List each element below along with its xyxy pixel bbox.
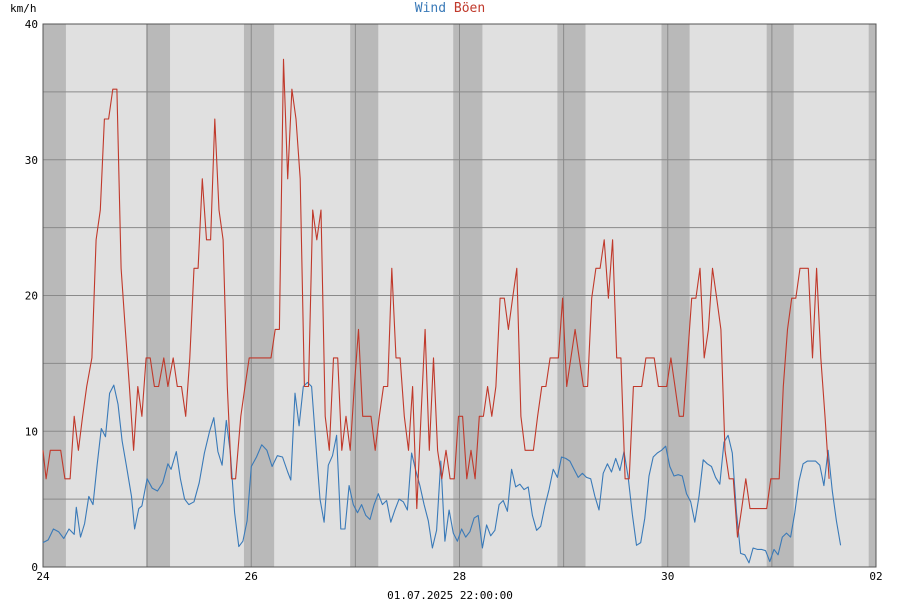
series-line-wind	[42, 381, 842, 564]
y-axis-label: km/h	[10, 2, 37, 15]
title-gusts: Böen	[446, 1, 485, 16]
y-tick-labels: 0 10 20 30 40	[25, 18, 38, 574]
plot-frame	[42, 23, 877, 568]
y-tick-label: 10	[25, 425, 38, 438]
x-tick-label: 30	[661, 570, 674, 583]
title-wind: Wind	[415, 1, 446, 16]
x-tick-labels: 24 26 28 30 02	[36, 570, 882, 583]
x-tick-label: 28	[453, 570, 466, 583]
grid-lines	[43, 24, 876, 567]
y-tick-label: 0	[31, 561, 38, 574]
series-group	[42, 58, 842, 564]
y-tick-label: 30	[25, 154, 38, 167]
chart-title: Wind Böen	[415, 1, 485, 16]
series-line-gusts	[42, 58, 830, 538]
x-tick-label: 24	[36, 570, 50, 583]
y-tick-label: 20	[25, 290, 38, 303]
x-tick-label: 02	[869, 570, 882, 583]
y-tick-label: 40	[25, 18, 38, 31]
timestamp-label: 01.07.2025 22:00:00	[387, 589, 513, 600]
x-tick-label: 26	[245, 570, 258, 583]
